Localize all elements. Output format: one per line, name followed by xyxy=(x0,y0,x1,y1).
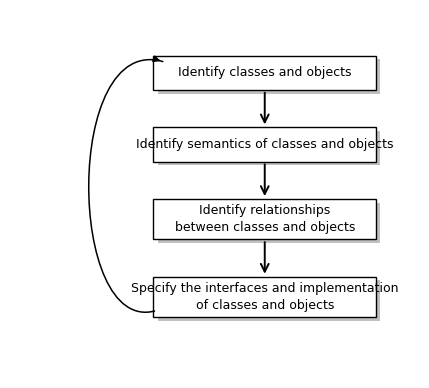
Text: Identify classes and objects: Identify classes and objects xyxy=(178,66,351,79)
FancyBboxPatch shape xyxy=(154,55,376,90)
FancyBboxPatch shape xyxy=(158,203,381,243)
FancyBboxPatch shape xyxy=(154,277,376,317)
Text: Identify relationships
between classes and objects: Identify relationships between classes a… xyxy=(175,204,355,234)
FancyBboxPatch shape xyxy=(154,199,376,239)
FancyBboxPatch shape xyxy=(158,131,381,165)
Text: Specify the interfaces and implementation
of classes and objects: Specify the interfaces and implementatio… xyxy=(131,282,399,312)
FancyBboxPatch shape xyxy=(158,59,381,94)
FancyBboxPatch shape xyxy=(154,127,376,161)
FancyBboxPatch shape xyxy=(158,281,381,321)
Text: Identify semantics of classes and objects: Identify semantics of classes and object… xyxy=(136,138,393,151)
